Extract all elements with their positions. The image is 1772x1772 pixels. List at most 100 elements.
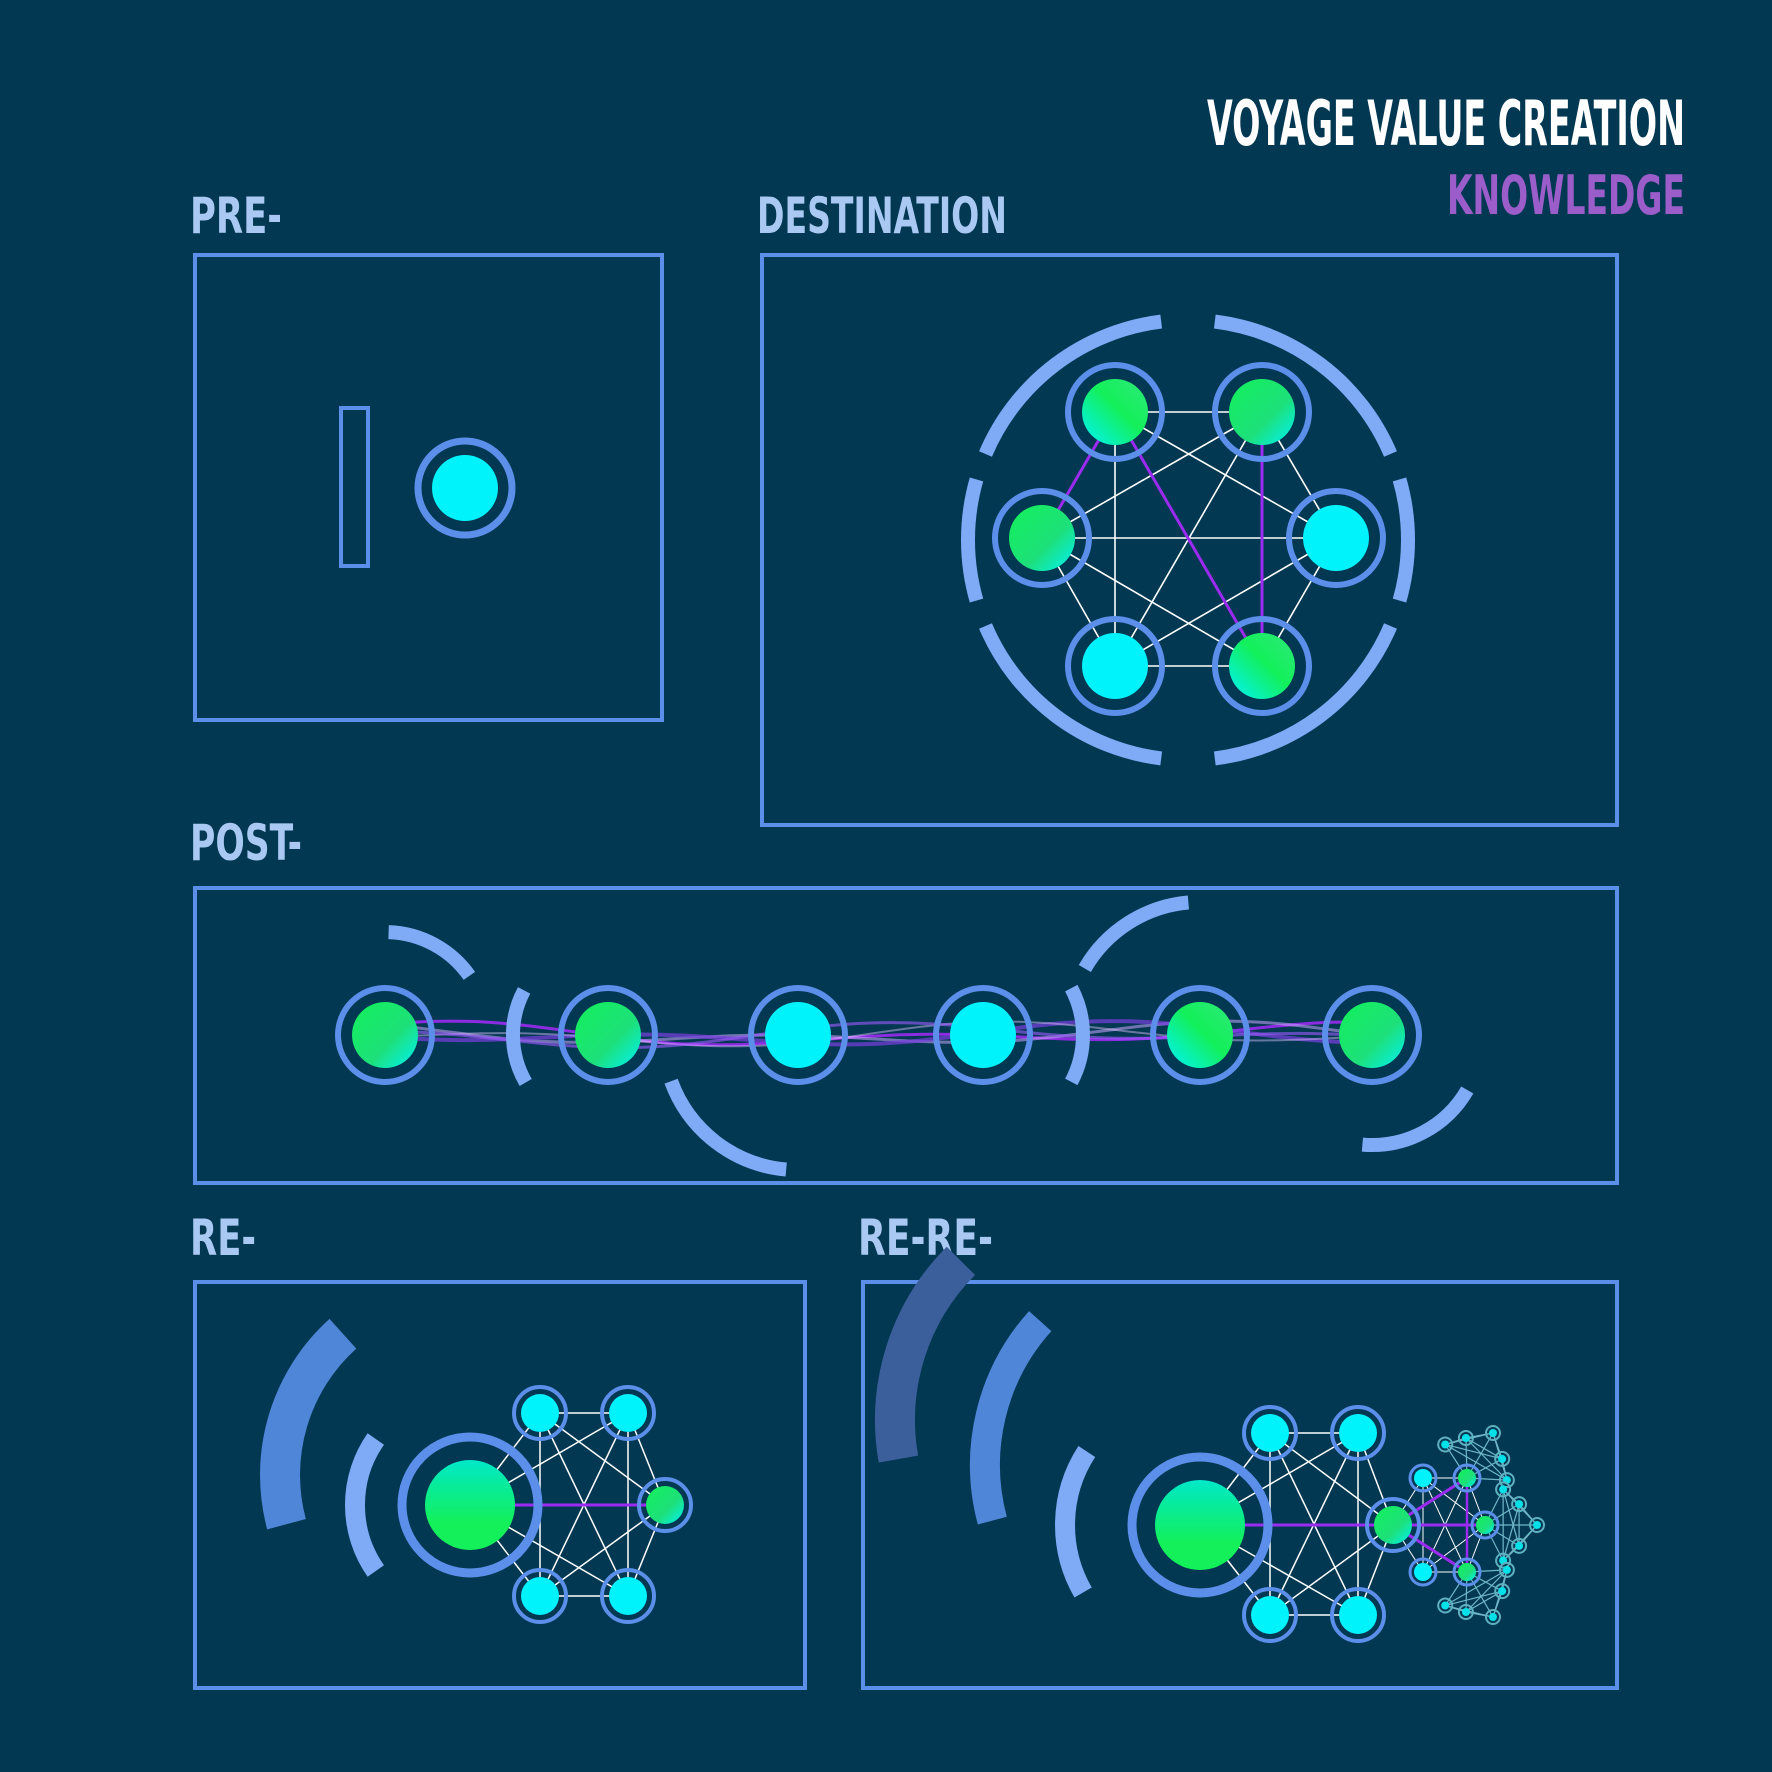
node-ring xyxy=(1498,1472,1515,1489)
bracket-arc xyxy=(260,1318,357,1530)
link xyxy=(1502,1489,1520,1547)
link xyxy=(1502,1503,1520,1561)
bracket-arc xyxy=(1361,1086,1474,1153)
node xyxy=(1461,1608,1470,1616)
node-ring xyxy=(1485,1425,1501,1441)
bracket-arc xyxy=(1392,477,1416,603)
node-ring xyxy=(512,1385,568,1441)
bracket-arc xyxy=(1055,1446,1096,1598)
node xyxy=(1498,1454,1507,1463)
link xyxy=(1269,1524,1394,1616)
node xyxy=(1167,1002,1233,1068)
node xyxy=(609,1577,647,1615)
node xyxy=(1082,633,1148,699)
node-ring xyxy=(1494,1583,1511,1600)
node xyxy=(1374,1506,1412,1544)
node xyxy=(1251,1596,1289,1634)
node-ring xyxy=(1322,985,1422,1085)
node-ring xyxy=(992,488,1092,588)
link xyxy=(1445,1443,1503,1460)
node xyxy=(1441,1601,1450,1610)
bracket-arc xyxy=(1078,895,1190,973)
node-ring xyxy=(1365,1497,1421,1553)
pre-illustration xyxy=(339,406,516,568)
link xyxy=(1465,1569,1508,1613)
bracket-arc xyxy=(505,987,532,1086)
node-ring xyxy=(1286,488,1386,588)
panel-frame-pre xyxy=(193,253,664,722)
node-ring xyxy=(1330,1405,1386,1461)
node xyxy=(352,1002,418,1068)
panel-frame-post xyxy=(193,886,1619,1185)
node xyxy=(950,1002,1016,1068)
node-ring xyxy=(1408,1463,1438,1493)
node xyxy=(1303,505,1369,571)
node-ring xyxy=(1494,1450,1511,1467)
node xyxy=(1082,379,1148,445)
panel-label-pre: PRE- xyxy=(190,187,282,245)
node xyxy=(425,1460,515,1550)
panel-frame-re xyxy=(193,1280,807,1690)
node-ring xyxy=(1495,1481,1512,1498)
node-ring xyxy=(414,437,516,539)
node-ring xyxy=(397,1432,543,1578)
node-ring xyxy=(1065,362,1165,462)
bracket-arc xyxy=(1065,984,1090,1086)
node-ring xyxy=(335,985,435,1085)
node-ring xyxy=(1408,1557,1438,1587)
node-ring xyxy=(1498,1561,1515,1578)
panel-label-destination: DESTINATION xyxy=(757,187,1007,245)
node-ring xyxy=(1150,985,1250,1085)
node-ring xyxy=(1212,362,1312,462)
bracket-arc xyxy=(388,925,476,981)
panel-label-rere: RE-RE- xyxy=(858,1209,993,1267)
panel-label-re: RE- xyxy=(190,1209,256,1267)
node xyxy=(1515,1541,1524,1550)
node-ring xyxy=(558,985,658,1085)
node-ring xyxy=(1330,1587,1386,1643)
node xyxy=(1229,379,1295,445)
node-ring xyxy=(1457,1604,1474,1620)
bracket-arc xyxy=(1213,623,1397,766)
link xyxy=(1269,1432,1394,1526)
link xyxy=(1444,1443,1508,1481)
node xyxy=(646,1486,684,1524)
node-ring xyxy=(1437,1597,1454,1614)
node-ring xyxy=(1457,1430,1474,1446)
node-ring xyxy=(1212,616,1312,716)
bracket-arc xyxy=(970,1311,1052,1525)
node xyxy=(1155,1480,1245,1570)
bracket-arc xyxy=(979,314,1163,457)
node xyxy=(432,455,498,521)
node xyxy=(1414,1563,1432,1581)
node xyxy=(521,1577,559,1615)
node-ring xyxy=(512,1568,568,1624)
bracket-arc xyxy=(1213,314,1397,457)
node-ring xyxy=(1065,616,1165,716)
node-ring xyxy=(1242,1587,1298,1643)
link xyxy=(1465,1437,1508,1481)
node xyxy=(1441,1440,1450,1449)
node xyxy=(1458,1563,1476,1581)
bracket-arc xyxy=(875,1246,976,1463)
node-ring xyxy=(1529,1517,1545,1533)
node xyxy=(1461,1434,1470,1442)
node xyxy=(1489,1429,1497,1437)
node-ring xyxy=(1511,1496,1528,1513)
link xyxy=(1465,1432,1494,1439)
node xyxy=(521,1394,559,1432)
node xyxy=(575,1002,641,1068)
bracket-arc xyxy=(344,1433,385,1577)
rere-network xyxy=(875,1246,1545,1643)
node xyxy=(1009,505,1075,571)
link xyxy=(1492,1590,1503,1618)
node xyxy=(1515,1500,1524,1509)
node xyxy=(609,1394,647,1432)
node-ring xyxy=(1452,1463,1482,1493)
node xyxy=(1251,1414,1289,1452)
link xyxy=(1518,1503,1538,1526)
node xyxy=(1339,1414,1377,1452)
node-ring xyxy=(600,1568,656,1624)
re-network xyxy=(260,1318,693,1624)
